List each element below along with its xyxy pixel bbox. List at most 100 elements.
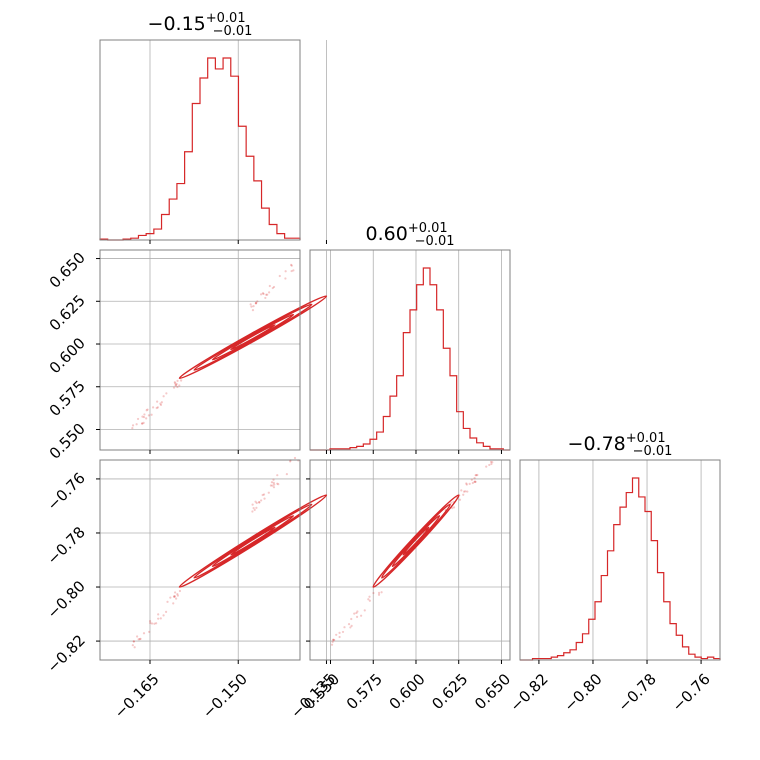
scatter-point-0-11 (292, 269, 295, 272)
scatter-point-2-8 (347, 623, 351, 626)
scatter-point-2-59 (356, 610, 359, 613)
scatter-point-0-50 (145, 417, 148, 420)
scatter-point-2-29 (368, 595, 371, 598)
scatter-point-0-35 (268, 284, 271, 288)
contour-0-0 (178, 295, 328, 380)
contour-2-0 (372, 494, 460, 588)
scatter-panel-1-0 (96, 249, 328, 454)
x-tick-label-1-1: 0.575 (343, 670, 386, 713)
contour-2-1 (381, 503, 451, 579)
scatter-point-1-10 (178, 589, 182, 593)
scatter-point-0-58 (251, 309, 255, 312)
scatter-point-0-57 (136, 417, 140, 421)
scatter-point-2-5 (372, 591, 375, 595)
x-tick-label-1-3: 0.625 (428, 670, 471, 713)
scatter-point-2-27 (490, 462, 493, 466)
scatter-point-0-42 (151, 406, 155, 409)
scatter-point-1-31 (277, 483, 280, 486)
scatter-point-1-17 (137, 638, 140, 641)
scatter-frame-0 (99, 249, 301, 451)
param-title-1: 0.60+0.01 −0.01 (366, 221, 455, 249)
hist-series-1 (310, 267, 510, 451)
scatter-point-2-58 (331, 640, 334, 644)
scatter-point-2-32 (465, 482, 468, 485)
scatter-point-1-54 (263, 497, 266, 500)
scatter-point-2-38 (466, 490, 469, 493)
scatter-point-2-19 (464, 490, 467, 493)
scatter-point-2-56 (333, 638, 336, 642)
scatter-point-0-26 (143, 413, 146, 416)
scatter-point-1-27 (148, 619, 152, 623)
scatter-point-1-13 (132, 640, 136, 643)
x-tick-label-1-2: 0.600 (386, 670, 429, 713)
x-tick-label-2-2: −0.78 (615, 670, 660, 715)
scatter-point-1-34 (159, 617, 162, 620)
scatter-point-0-40 (249, 303, 252, 306)
scatter-point-0-23 (176, 379, 179, 382)
scatter-point-1-22 (289, 460, 292, 463)
scatter-point-0-27 (173, 381, 176, 384)
param-median-0: −0.15 (148, 13, 206, 35)
scatter-point-2-52 (350, 617, 353, 621)
scatter-frame-2 (309, 459, 511, 661)
scatter-point-2-17 (462, 493, 465, 496)
scatter-point-2-46 (488, 463, 491, 467)
contour-1-0 (178, 494, 328, 588)
scatter-point-0-15 (262, 292, 265, 295)
scatter-point-1-47 (133, 646, 136, 649)
x-tick-label-2-3: −0.76 (669, 670, 714, 715)
scatter-point-0-13 (290, 263, 293, 266)
scatter-point-2-34 (355, 615, 359, 619)
scatter-point-1-45 (157, 617, 160, 620)
scatter-point-0-22 (156, 406, 159, 409)
y-tick-label-2-3: −0.76 (44, 469, 89, 514)
scatter-point-2-11 (450, 501, 453, 504)
scatter-point-0-49 (255, 302, 258, 305)
scatter-point-2-7 (460, 489, 463, 492)
scatter-point-2-15 (465, 483, 468, 486)
hist-frame-0 (99, 39, 301, 241)
scatter-point-0-56 (145, 409, 148, 412)
scatter-point-1-12 (169, 596, 172, 599)
hist-frame-1 (309, 249, 511, 451)
scatter-point-0-20 (165, 392, 168, 395)
scatter-point-1-52 (260, 499, 263, 502)
scatter-point-2-23 (368, 599, 371, 602)
scatter-point-0-39 (271, 286, 274, 290)
scatter-point-0-51 (284, 270, 287, 273)
scatter-point-0-48 (178, 384, 181, 387)
scatter-point-1-19 (175, 597, 178, 600)
scatter-point-0-5 (160, 401, 163, 404)
scatter-point-1-24 (155, 622, 158, 625)
scatter-point-1-35 (139, 637, 142, 641)
scatter-point-0-19 (147, 414, 150, 417)
scatter-point-2-31 (341, 630, 345, 634)
scatter-point-1-9 (276, 474, 279, 477)
scatter-point-1-33 (148, 630, 151, 634)
scatter-point-2-39 (474, 480, 477, 484)
scatter-point-1-21 (276, 482, 279, 485)
contour-0-3 (230, 324, 276, 351)
x-tick-label-0-1: −0.150 (199, 670, 251, 722)
scatter-point-1-20 (267, 491, 270, 494)
param-median-2: −0.78 (568, 433, 626, 455)
scatter-point-0-6 (259, 293, 263, 296)
contour-1-3 (230, 526, 276, 556)
scatter-point-0-14 (172, 386, 176, 389)
param-minus-2: −0.01 (633, 444, 673, 459)
scatter-point-1-56 (258, 501, 261, 504)
scatter-point-0-59 (278, 274, 281, 278)
scatter-point-1-39 (157, 613, 160, 616)
y-tick-label-1-0: 0.550 (46, 420, 89, 463)
scatter-point-2-47 (485, 465, 488, 468)
contour-0-2 (211, 313, 295, 361)
scatter-point-0-44 (159, 403, 163, 407)
scatter-point-0-0 (180, 379, 183, 382)
scatter-point-2-36 (353, 612, 356, 615)
scatter-point-0-37 (284, 277, 287, 280)
scatter-point-0-52 (131, 424, 135, 427)
scatter-point-0-32 (176, 385, 179, 389)
scatter-panel-2-1 (306, 459, 511, 664)
hist-series-2 (520, 477, 721, 661)
